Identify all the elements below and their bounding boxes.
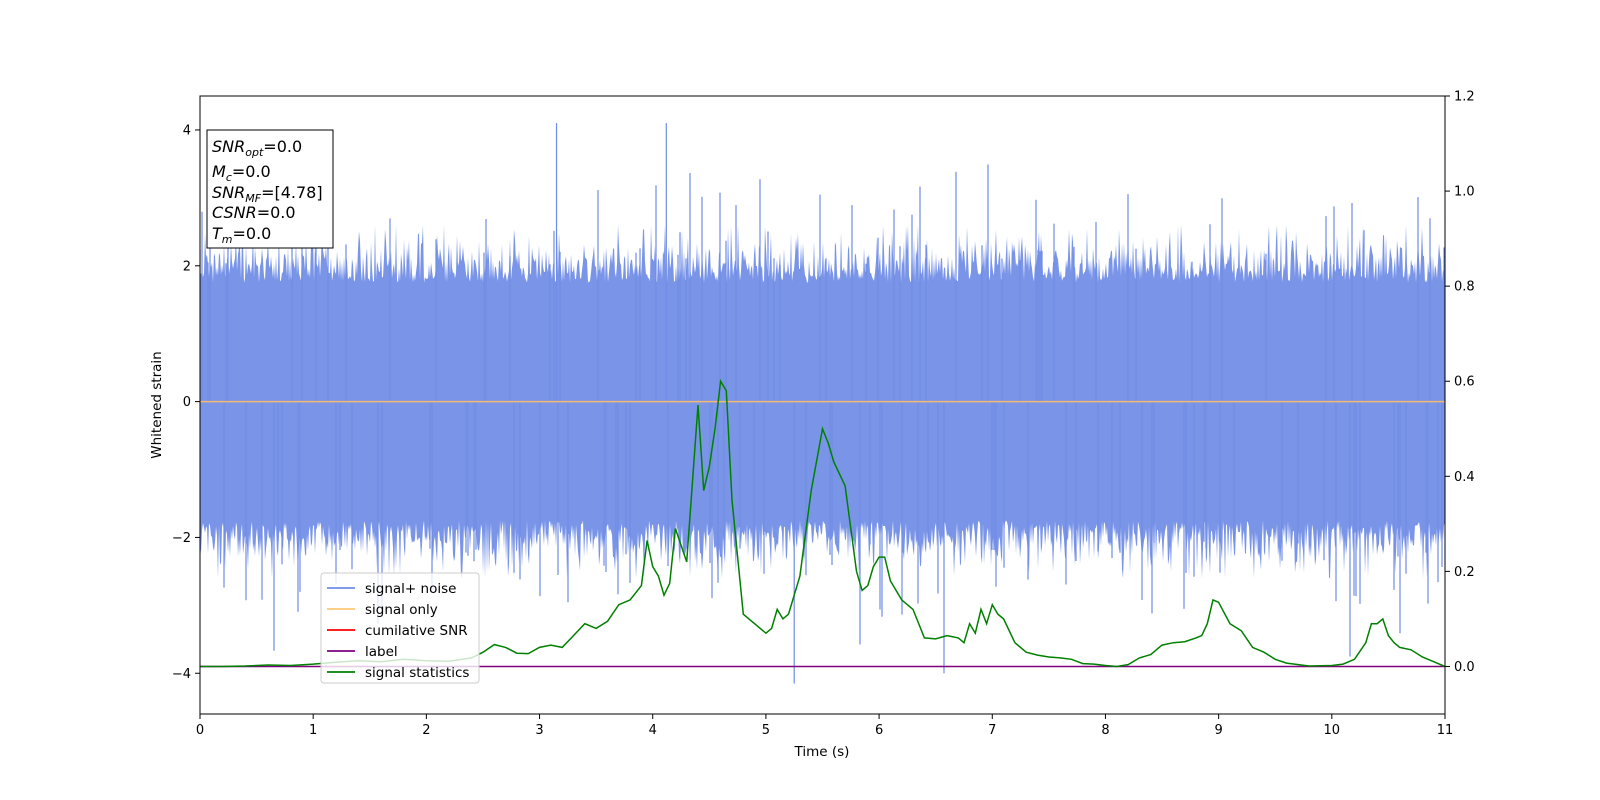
x-tick-label: 5 [762,723,770,738]
info-snr-opt: SNRopt=0.0 [212,137,302,159]
legend-label: label [365,644,398,660]
y-tick-label: 2 [183,259,191,274]
legend-label: signal only [365,602,438,618]
legend-label: signal+ noise [365,581,456,597]
x-tick-label: 11 [1437,723,1454,738]
x-tick-label: 8 [1101,723,1109,738]
y-tick-label: −2 [172,531,191,546]
plot-frame [199,95,1446,715]
x-tick-label: 0 [196,723,204,738]
y-axis-left: 4 2 0 −2 −4 [172,123,200,682]
x-axis: 0 1 2 3 4 5 6 7 8 9 10 11 [196,714,1453,738]
info-mc: Mc=0.0 [212,162,271,184]
y-axis-right: 1.2 1.0 0.8 0.6 0.4 0.2 0.0 [1445,90,1475,675]
legend-label: cumilative SNR [365,623,468,639]
y2-tick-label: 1.2 [1454,90,1475,105]
y2-tick-label: 0.4 [1454,470,1475,485]
x-tick-label: 9 [1214,723,1222,738]
x-axis-label: Time (s) [794,744,850,760]
x-tick-label: 10 [1324,723,1341,738]
y-tick-label: 0 [183,395,191,410]
x-tick-label: 1 [309,723,317,738]
x-tick-label: 6 [875,723,883,738]
y2-tick-label: 0.0 [1454,660,1475,675]
y2-tick-label: 1.0 [1454,185,1475,200]
y-axis-label: Whitened strain [149,351,165,458]
y-tick-label: 4 [183,123,191,138]
x-tick-label: 7 [988,723,996,738]
x-tick-label: 3 [535,723,543,738]
legend-label: signal statistics [365,665,469,681]
x-tick-label: 4 [649,723,657,738]
y-tick-label: −4 [172,667,191,682]
signal-noise-spikes [200,123,1445,684]
legend: signal+ noise signal only cumilative SNR la… [320,572,480,684]
y2-tick-label: 0.8 [1454,280,1475,295]
x-tick-label: 2 [422,723,430,738]
info-box: SNRopt=0.0 Mc=0.0 SNRMF=[4.78] CSNR=0.0 … [206,129,334,249]
y2-tick-label: 0.6 [1454,375,1475,390]
info-snr-mf: SNRMF=[4.78] [212,183,323,205]
signal-statistics-series [200,378,1445,668]
info-csnr: CSNR=0.0 [212,203,296,222]
info-tm: Tm=0.0 [212,224,271,246]
y2-tick-label: 0.2 [1454,565,1475,580]
